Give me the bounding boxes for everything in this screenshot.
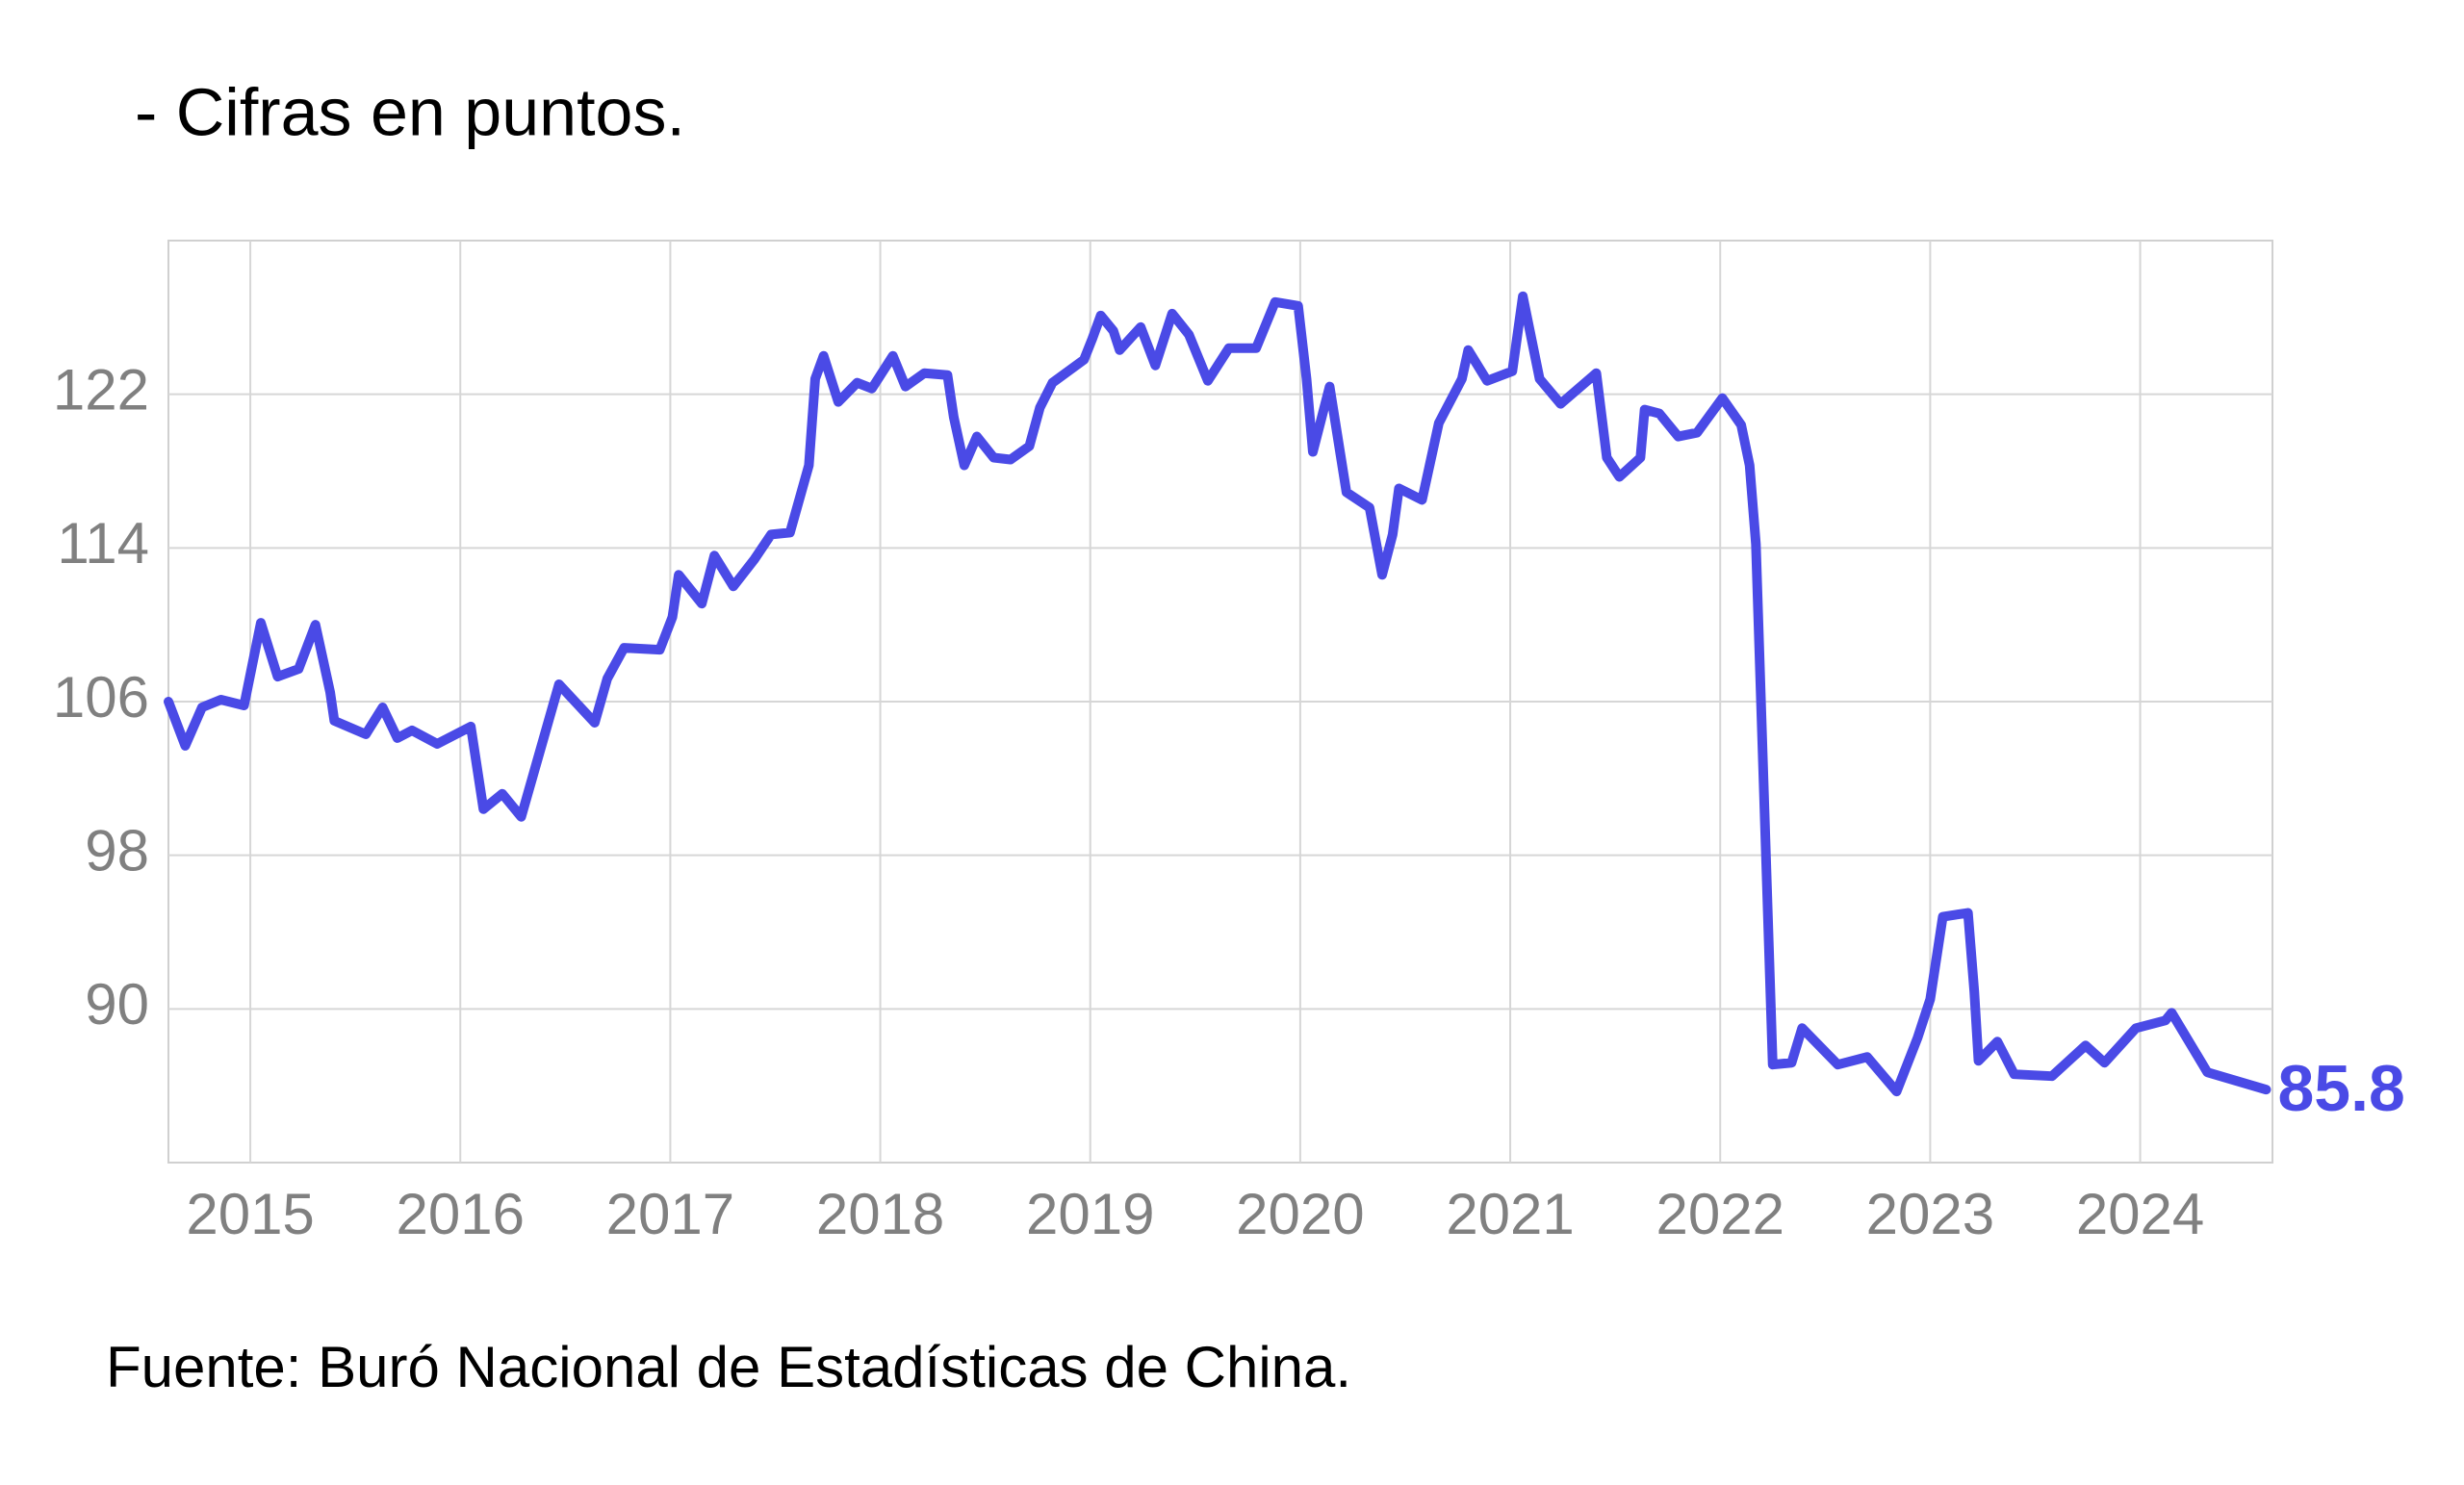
x-tick-label: 2024 [2076, 1182, 2204, 1246]
y-tick-label: 122 [53, 358, 149, 422]
x-tick-label: 2020 [1236, 1182, 1364, 1246]
y-tick-label: 114 [57, 511, 149, 576]
x-tick-label: 2016 [397, 1182, 525, 1246]
x-tick-label: 2019 [1026, 1182, 1154, 1246]
y-tick-label: 106 [53, 665, 149, 730]
y-tick-label: 90 [85, 972, 149, 1037]
data-line [164, 291, 2272, 1097]
end-value-label: 85.8 [2277, 1052, 2404, 1125]
x-tick-label: 2022 [1656, 1182, 1784, 1246]
source-note: Fuente: Buró Nacional de Estadísticas de… [106, 1335, 1351, 1399]
x-tick-label: 2023 [1866, 1182, 1994, 1246]
y-tick-label: 98 [85, 819, 149, 883]
chart-title: - Cifras en puntos. [135, 74, 685, 149]
x-tick-label: 2021 [1446, 1182, 1574, 1246]
x-tick-label: 2015 [186, 1182, 314, 1246]
x-tick-label: 2018 [816, 1182, 944, 1246]
x-tick-label: 2017 [606, 1182, 734, 1246]
